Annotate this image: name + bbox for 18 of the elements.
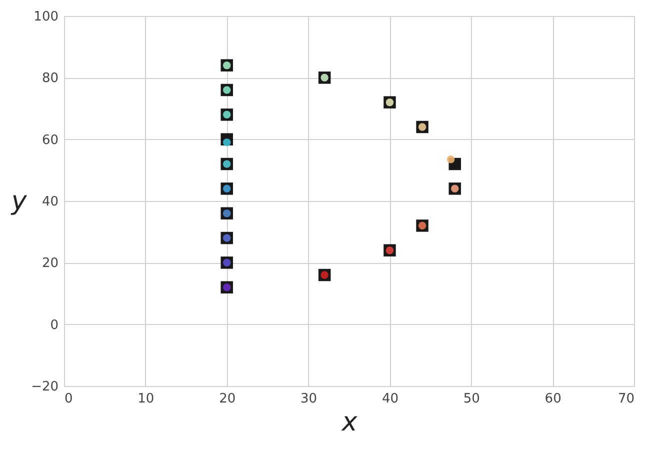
x-tick-label: 50 [463, 392, 480, 406]
x-tick-label: 70 [618, 392, 634, 406]
x-tick-label: 10 [138, 392, 154, 406]
point [446, 156, 455, 164]
y-tick-label: 40 [42, 194, 58, 210]
x-tick-label: 40 [382, 392, 398, 406]
x-tick-label: 30 [300, 392, 318, 406]
y-tick-label: 100 [34, 10, 58, 24]
x-tick-label: 0 [64, 392, 73, 406]
y-tick-label: 0 [50, 318, 58, 333]
y-axis-title: y [10, 186, 28, 216]
x-tick-label: 60 [544, 392, 562, 406]
y-tick-label: 60 [42, 132, 58, 148]
x-axis-title: x [340, 408, 358, 438]
y-tick-label: 80 [42, 71, 58, 86]
x-tick-label: 20 [219, 392, 236, 406]
y-tick-label: −20 [31, 380, 58, 394]
y-tick-label: 20 [42, 256, 58, 272]
